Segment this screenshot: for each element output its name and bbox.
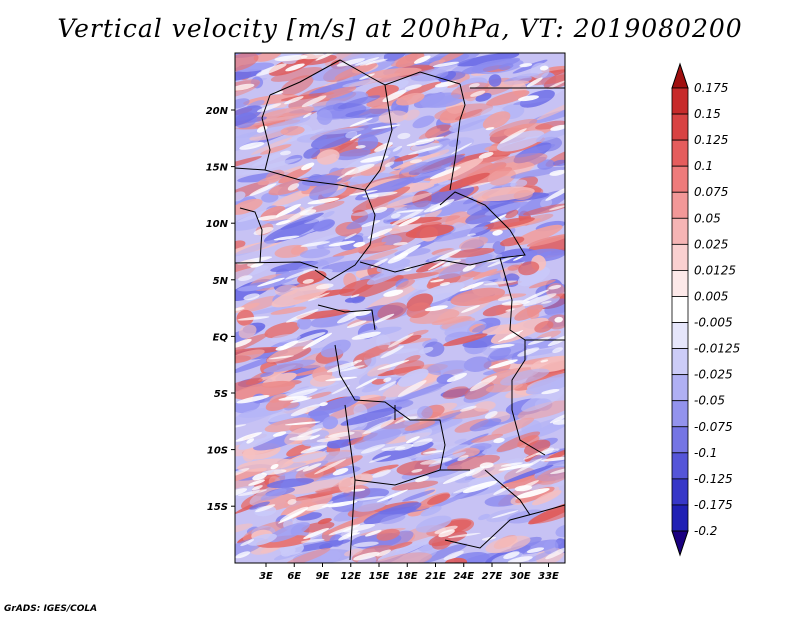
colorbar-segment <box>671 113 689 141</box>
latitude-label: 10N <box>206 219 229 230</box>
colorbar-label: 0.075 <box>694 185 728 199</box>
footer-credit: GrADS: IGES/COLA <box>4 604 98 614</box>
colorbar-label: -0.025 <box>694 368 733 382</box>
vertical-velocity-field <box>235 53 565 563</box>
colorbar-label: 0.005 <box>694 289 728 303</box>
colorbar-label: 0.05 <box>694 211 721 225</box>
colorbar-segment <box>671 348 689 376</box>
longitude-axis: 3E 6E 9E 12E 15E 18E 21E 24E 27E 30E 33E <box>259 563 559 582</box>
colorbar-label: 0.025 <box>694 237 728 251</box>
longitude-label: 3E <box>259 571 273 582</box>
longitude-label: 12E <box>340 571 361 582</box>
latitude-label: 5N <box>213 276 229 287</box>
colorbar-label: -0.005 <box>694 316 733 330</box>
longitude-label: 18E <box>397 571 418 582</box>
colorbar-segment <box>671 165 689 193</box>
colorbar-label: -0.1 <box>694 446 717 460</box>
chart-title: Vertical velocity [m/s] at 200hPa, VT: 2… <box>57 14 743 43</box>
colorbar-segment <box>671 400 689 428</box>
latitude-label: 20N <box>206 106 229 117</box>
colorbar-label: -0.075 <box>694 420 733 434</box>
colorbar-arrow-top <box>671 62 689 89</box>
colorbar-segment <box>671 87 689 115</box>
colorbar-segment <box>671 296 689 323</box>
longitude-label: 30E <box>510 571 531 582</box>
longitude-label: 24E <box>453 571 474 582</box>
colorbar-label: -0.05 <box>694 394 725 408</box>
colorbar-label: -0.175 <box>694 498 733 512</box>
colorbar-segment <box>671 270 689 297</box>
colorbar-segment <box>671 139 689 167</box>
colorbar-segment <box>671 217 689 245</box>
colorbar-segment <box>671 452 689 480</box>
latitude-label: 15S <box>207 502 228 513</box>
colorbar-segment <box>671 426 689 454</box>
colorbar-segment <box>671 191 689 219</box>
colorbar-label: 0.15 <box>694 107 721 121</box>
colorbar-arrow-bottom <box>671 530 689 557</box>
longitude-label: 9E <box>316 571 330 582</box>
map-frame <box>234 52 566 564</box>
colorbar-label: -0.2 <box>694 524 717 538</box>
colorbar-label: -0.0125 <box>694 342 740 356</box>
longitude-label: 6E <box>287 571 301 582</box>
longitude-label: 27E <box>482 571 503 582</box>
colorbar-segment <box>671 478 689 506</box>
longitude-label: 33E <box>538 571 559 582</box>
country-borders <box>235 59 565 561</box>
colorbar-segment <box>671 243 689 271</box>
colorbar-label: 0.125 <box>694 133 728 147</box>
latitude-label: 10S <box>207 446 228 457</box>
latitude-label: EQ <box>213 332 229 343</box>
longitude-label: 15E <box>369 571 390 582</box>
longitude-label: 21E <box>425 571 446 582</box>
colorbar-label: -0.125 <box>694 472 733 486</box>
latitude-label: 5S <box>214 389 228 400</box>
colorbar-segment <box>671 322 689 349</box>
colorbar-segment <box>671 374 689 402</box>
colorbar-label: 0.0125 <box>694 263 736 277</box>
colorbar-label: 0.175 <box>694 81 728 95</box>
colorbar: 0.175 0.15 0.125 0.1 0.075 0.05 0.025 0.0125 0.0… <box>671 62 740 557</box>
latitude-axis: 20N 15N 10N 5N EQ 5S 10S 15S <box>206 106 235 513</box>
colorbar-segment <box>671 504 689 532</box>
colorbar-label: 0.1 <box>694 159 713 173</box>
latitude-label: 15N <box>206 163 229 174</box>
